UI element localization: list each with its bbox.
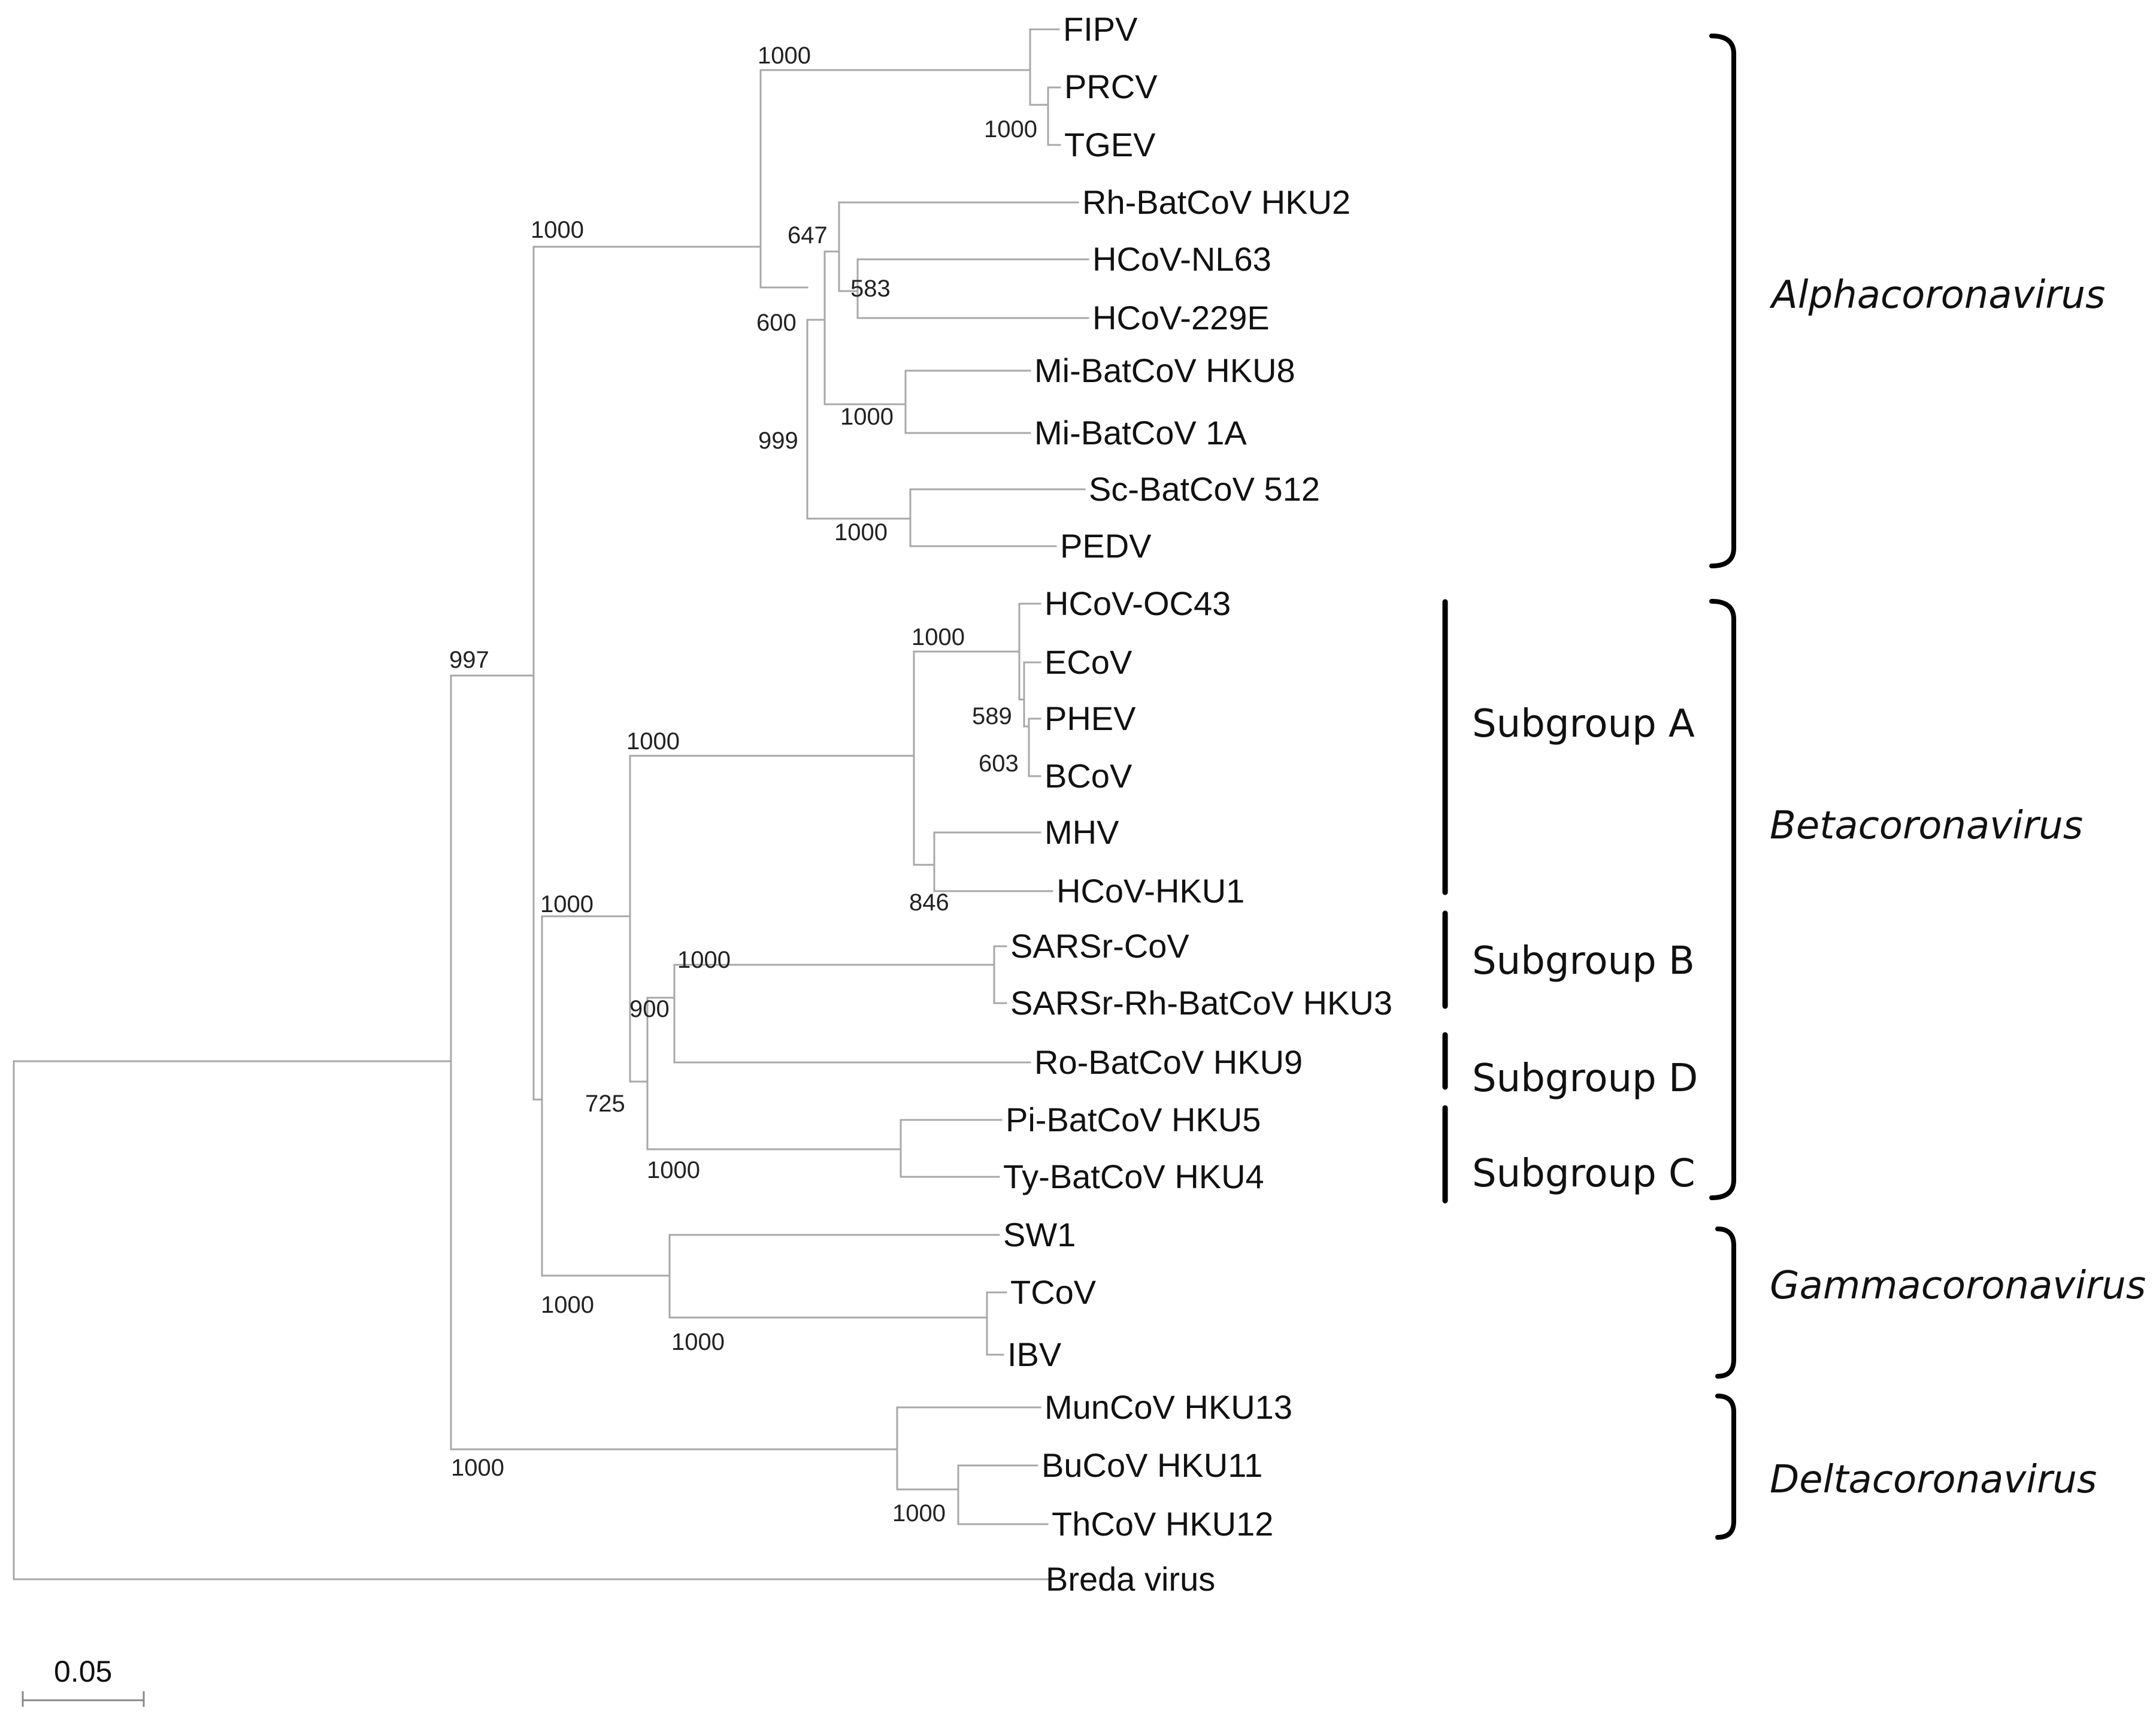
branch-ingroup <box>450 674 898 1450</box>
bootstrap-value: 1000 <box>531 217 584 243</box>
bootstrap-value: 900 <box>629 996 670 1022</box>
taxon-label: HCoV-229E <box>1092 299 1270 337</box>
branch-gamma <box>668 1234 1000 1319</box>
leaf-labels: FIPV PRCV TGEV Rh-BatCoV HKU2 HCoV-NL63 … <box>1003 10 1392 1598</box>
branch-prcv-tgev <box>1047 86 1061 146</box>
bootstrap-value: 1000 <box>912 624 965 650</box>
taxon-label: HCoV-OC43 <box>1044 585 1231 622</box>
branch-fipv-clade <box>1029 28 1060 106</box>
bootstrap-value: 999 <box>758 428 798 454</box>
branch-sub-c <box>900 1119 1003 1178</box>
taxon-label: SARSr-CoV <box>1010 927 1189 965</box>
taxon-label: Mi-BatCoV 1A <box>1034 414 1247 452</box>
taxon-label: Pi-BatCoV HKU5 <box>1006 1101 1261 1138</box>
branch-beta <box>629 755 915 1083</box>
bootstrap-value: 1000 <box>834 519 888 546</box>
subgroup-label-b: Subgroup B <box>1472 939 1695 983</box>
bootstrap-value: 583 <box>850 275 891 302</box>
bootstrap-value: 589 <box>972 703 1012 729</box>
bootstrap-value: 1000 <box>671 1329 725 1355</box>
taxon-label: BCoV <box>1044 757 1132 795</box>
branch-mhv-hku1 <box>933 831 1053 892</box>
branch-phev-bcov <box>1028 717 1041 777</box>
taxon-label: Breda virus <box>1046 1560 1215 1598</box>
taxon-label: SARSr-Rh-BatCoV HKU3 <box>1010 984 1392 1022</box>
taxon-label: HCoV-HKU1 <box>1056 872 1244 910</box>
taxon-label: PRCV <box>1064 68 1158 105</box>
genus-label-beta: Betacoronavirus <box>1770 804 2083 848</box>
genus-annotations: Alphacoronavirus Betacoronavirus Gammaco… <box>1709 34 2146 1540</box>
taxon-label: BuCoV HKU11 <box>1041 1446 1262 1484</box>
branch-rh-clade <box>838 201 1079 292</box>
bootstrap-value: 997 <box>449 647 489 673</box>
taxon-label: SW1 <box>1003 1216 1076 1253</box>
branch-sc-pedv <box>909 488 1086 547</box>
bootstrap-value: 725 <box>585 1091 625 1117</box>
branch-beta-gamma <box>541 915 671 1277</box>
alpha-brace <box>1709 34 1736 568</box>
taxon-label: Ty-BatCoV HKU4 <box>1003 1158 1264 1195</box>
bootstrap-value: 846 <box>909 889 949 916</box>
bootstrap-value: 1000 <box>626 728 680 755</box>
bootstrap-value: 1000 <box>677 947 731 973</box>
bootstrap-value: 1000 <box>540 891 593 917</box>
tree-branches <box>13 28 1089 1580</box>
branch-sars <box>993 945 1007 1004</box>
branch-alpha-sub <box>806 319 912 520</box>
taxon-label: FIPV <box>1063 10 1138 48</box>
delta-brace <box>1715 1394 1736 1540</box>
taxon-label: MHV <box>1044 813 1119 851</box>
taxon-label: PHEV <box>1044 699 1136 737</box>
subgroup-label-c: Subgroup C <box>1472 1152 1695 1196</box>
bootstrap-value: 1000 <box>840 404 894 430</box>
branch-sub-a <box>913 650 1021 866</box>
branch-alpha-rest <box>532 246 762 1101</box>
taxon-label: Mi-BatCoV HKU8 <box>1034 352 1295 389</box>
bootstrap-value: 600 <box>756 310 797 336</box>
branch-delta <box>896 1406 1041 1491</box>
bootstrap-value: 603 <box>979 750 1019 777</box>
branch-tcov-ibv <box>986 1291 1007 1356</box>
bootstrap-value: 1000 <box>984 116 1037 143</box>
bootstrap-value: 1000 <box>541 1292 594 1318</box>
subgroup-label-d: Subgroup D <box>1472 1056 1698 1101</box>
taxon-label: ECoV <box>1044 643 1132 681</box>
gamma-brace <box>1715 1227 1736 1379</box>
branch-sub-bd <box>673 964 1031 1064</box>
taxon-label: HCoV-NL63 <box>1092 240 1271 278</box>
scale-bar-label: 0.05 <box>54 1655 112 1688</box>
branch-oc43-clade <box>1018 602 1041 701</box>
bootstrap-value: 647 <box>788 222 828 249</box>
taxon-label: MunCoV HKU13 <box>1044 1388 1292 1426</box>
taxon-label: Rh-BatCoV HKU2 <box>1082 183 1350 221</box>
bootstrap-value: 1000 <box>647 1157 700 1183</box>
beta-brace <box>1709 599 1736 1200</box>
branch-mi-bat <box>904 370 1031 434</box>
taxon-label: ThCoV HKU12 <box>1052 1505 1273 1543</box>
subgroup-annotations: Subgroup A Subgroup B Subgroup D Subgrou… <box>1442 599 1698 1204</box>
taxon-label: PEDV <box>1060 527 1152 565</box>
branch-ecov-clade <box>1023 661 1041 728</box>
bootstrap-value: 1000 <box>451 1455 504 1481</box>
scale-bar: 0.05 <box>22 1655 145 1707</box>
taxon-label: IBV <box>1007 1336 1062 1373</box>
subgroup-label-a: Subgroup A <box>1472 702 1695 746</box>
bootstrap-value: 1000 <box>758 43 811 69</box>
branch-root <box>13 1060 1049 1580</box>
genus-label-alpha: Alphacoronavirus <box>1769 273 2105 317</box>
taxon-label: TCoV <box>1010 1273 1097 1311</box>
genus-label-gamma: Gammacoronavirus <box>1770 1264 2146 1308</box>
bootstrap-values: 1000 1000 1000 647 583 600 1000 999 1000… <box>449 43 1037 1527</box>
taxon-label: Sc-BatCoV 512 <box>1089 470 1320 508</box>
genus-label-delta: Deltacoronavirus <box>1770 1458 2097 1502</box>
taxon-label: Ro-BatCoV HKU9 <box>1034 1043 1303 1081</box>
branch-sub-bdc <box>646 997 902 1150</box>
branch-alpha <box>759 69 1031 289</box>
bootstrap-value: 1000 <box>892 1500 946 1527</box>
taxon-label: TGEV <box>1064 126 1156 163</box>
branch-nl63-229e <box>856 258 1089 319</box>
branch-alpha-inner <box>823 250 907 405</box>
branch-bucov-thcov <box>957 1464 1049 1525</box>
